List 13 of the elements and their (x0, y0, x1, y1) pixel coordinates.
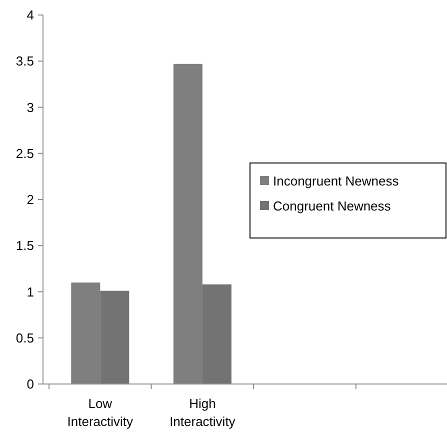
y-tick-label: 1.5 (16, 238, 34, 254)
x-tick-label: Low Interactivity (67, 396, 134, 429)
y-tick-label: 4 (26, 8, 34, 23)
y-tick-label: 3 (26, 100, 34, 115)
x-tick-label: High Interactivity (170, 396, 236, 429)
y-tick-label: 0.5 (16, 330, 34, 346)
legend-label: Congruent Newness (273, 198, 392, 214)
y-tick-label: 0 (26, 376, 34, 392)
y-tick-label: 3.5 (16, 54, 34, 69)
y-tick-label: 2.5 (16, 146, 34, 161)
legend-label: Incongruent Newness (273, 174, 400, 189)
y-tick-label: 2 (26, 192, 34, 208)
y-tick-label: 1 (26, 284, 34, 300)
